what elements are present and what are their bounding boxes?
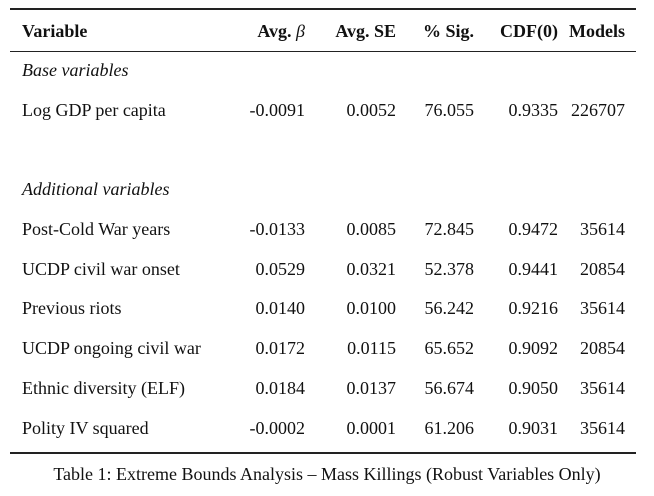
cell-avg-se: 0.0137 — [346, 377, 397, 398]
col-header-models: Models — [569, 21, 625, 41]
cell-avg-beta: -0.0133 — [249, 219, 306, 240]
table-caption: Table 1: Extreme Bounds Analysis – Mass … — [53, 464, 601, 484]
spacer-row — [10, 130, 636, 170]
cell-pct-sig: 61.206 — [424, 417, 475, 438]
table-bottom-rule — [10, 452, 636, 454]
section-header-additional: Additional variables — [10, 170, 636, 210]
table-row: UCDP ongoing civil war 0.0172 0.0115 65.… — [10, 329, 636, 369]
cell-avg-beta: 0.0140 — [255, 298, 306, 319]
cell-models: 20854 — [580, 338, 625, 359]
cell-pct-sig: 56.242 — [424, 298, 475, 319]
spacer-cell — [10, 130, 636, 170]
cell-avg-beta: 0.0172 — [255, 338, 306, 359]
table-header-rule — [10, 51, 636, 52]
cell-pct-sig: 52.378 — [424, 258, 475, 279]
section-title: Base variables — [22, 60, 129, 81]
cell-models: 20854 — [580, 258, 625, 279]
cell-cdf0: 0.9441 — [508, 258, 559, 279]
cell-cdf0: 0.9050 — [508, 377, 559, 398]
cell-avg-beta: -0.0091 — [249, 100, 306, 121]
table-row: Post-Cold War years -0.0133 0.0085 72.84… — [10, 210, 636, 250]
cell-cdf0: 0.9031 — [508, 417, 559, 438]
table-top-rule — [10, 8, 636, 10]
results-table: Variable Avg. β Avg. SE % Sig. CDF(0) Mo… — [10, 12, 636, 448]
avg-beta-label: Avg. — [257, 21, 297, 41]
cell-avg-beta: 0.0529 — [255, 258, 306, 279]
cell-avg-se: 0.0321 — [346, 258, 397, 279]
table-row: Polity IV squared -0.0002 0.0001 61.206 … — [10, 408, 636, 448]
cell-cdf0: 0.9472 — [508, 219, 559, 240]
col-header-variable: Variable — [22, 21, 88, 41]
header-row: Variable Avg. β Avg. SE % Sig. CDF(0) Mo… — [10, 12, 636, 51]
cell-avg-beta: 0.0184 — [255, 377, 306, 398]
table-row: Previous riots 0.0140 0.0100 56.242 0.92… — [10, 289, 636, 329]
cell-cdf0: 0.9335 — [508, 100, 559, 121]
cell-models: 35614 — [580, 219, 625, 240]
cell-models: 35614 — [580, 417, 625, 438]
cell-variable: Polity IV squared — [22, 417, 149, 438]
cell-models: 35614 — [580, 298, 625, 319]
cell-variable: Log GDP per capita — [22, 100, 166, 121]
cell-pct-sig: 65.652 — [424, 338, 475, 359]
col-header-avg-beta: Avg. β — [224, 12, 305, 51]
table-row: Ethnic diversity (ELF) 0.0184 0.0137 56.… — [10, 369, 636, 409]
col-header-pct-sig: % Sig. — [422, 21, 474, 41]
table-row: Log GDP per capita -0.0091 0.0052 76.055… — [10, 91, 636, 131]
cell-avg-se: 0.0001 — [346, 417, 397, 438]
cell-pct-sig: 72.845 — [424, 219, 475, 240]
cell-avg-se: 0.0115 — [347, 338, 396, 359]
cell-variable: Post-Cold War years — [22, 219, 171, 240]
cell-avg-beta: -0.0002 — [249, 417, 306, 438]
cell-pct-sig: 56.674 — [424, 377, 475, 398]
cell-models: 226707 — [571, 100, 625, 121]
beta-symbol: β — [296, 21, 305, 41]
section-title: Additional variables — [22, 179, 170, 200]
cell-variable: Previous riots — [22, 298, 122, 319]
section-header-base: Base variables — [10, 51, 636, 91]
cell-pct-sig: 76.055 — [424, 100, 475, 121]
cell-avg-se: 0.0052 — [346, 100, 397, 121]
cell-variable: UCDP ongoing civil war — [22, 338, 201, 359]
cell-cdf0: 0.9216 — [508, 298, 559, 319]
table-row: UCDP civil war onset 0.0529 0.0321 52.37… — [10, 249, 636, 289]
cell-avg-se: 0.0100 — [346, 298, 397, 319]
cell-variable: UCDP civil war onset — [22, 258, 180, 279]
col-header-avg-se: Avg. SE — [335, 21, 396, 41]
cell-variable: Ethnic diversity (ELF) — [22, 377, 185, 398]
cell-avg-se: 0.0085 — [346, 219, 397, 240]
cell-models: 35614 — [580, 377, 625, 398]
table-body: Base variables Log GDP per capita -0.009… — [10, 51, 636, 448]
col-header-cdf0: CDF(0) — [500, 21, 558, 41]
cell-cdf0: 0.9092 — [508, 338, 559, 359]
table-header: Variable Avg. β Avg. SE % Sig. CDF(0) Mo… — [10, 12, 636, 51]
